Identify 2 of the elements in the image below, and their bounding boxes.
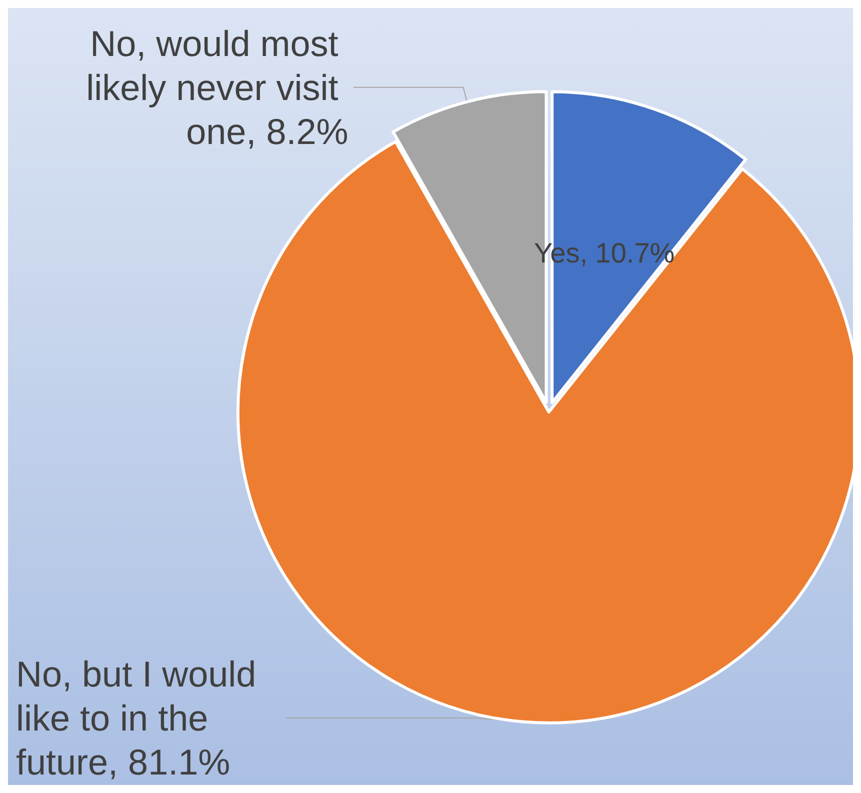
slice-label: No, would most likely never visit one, 8.2% — [86, 22, 348, 152]
slice-label: No, but I would like to in the future, 81.1% — [16, 654, 266, 782]
